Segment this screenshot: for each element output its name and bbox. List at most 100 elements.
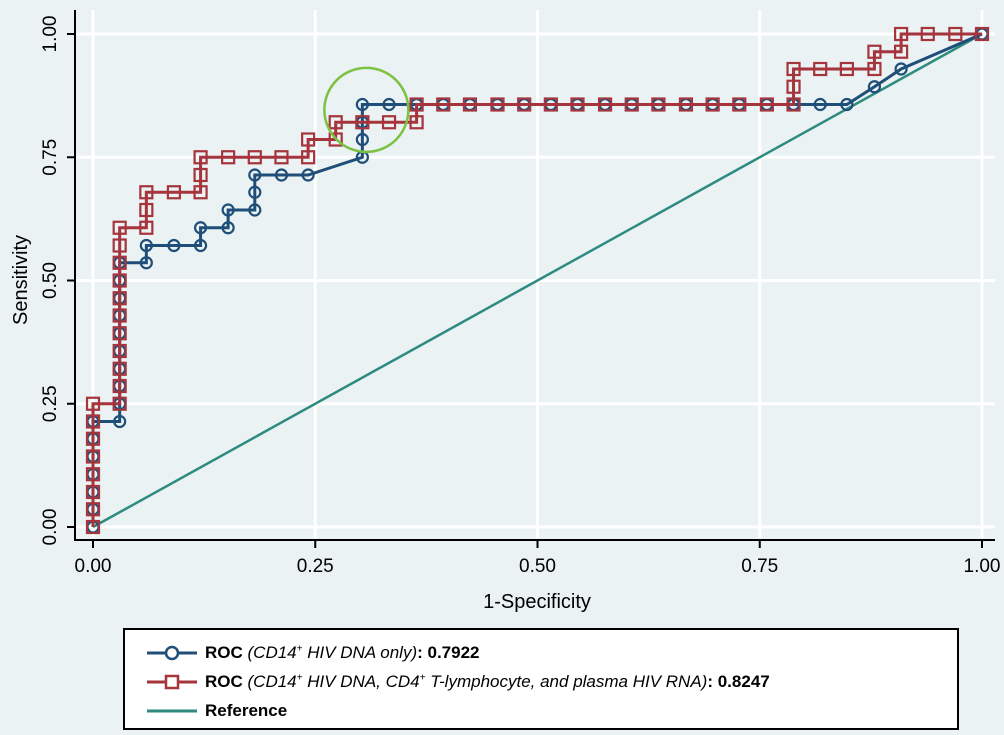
data-point-square [85,502,101,517]
data-point-circle [248,203,262,217]
data-point-square [112,396,127,411]
legend-item-reference: Reference [147,698,287,724]
legend-swatch-reference [147,709,197,713]
data-point-circle [274,168,289,182]
data-point-circle [382,97,396,112]
data-point-square [193,185,208,200]
legend-label-roc: ROC [205,643,243,662]
data-point-square [948,26,963,42]
data-point-circle [221,221,235,235]
data-point-square [85,414,101,429]
data-point-square [112,255,127,270]
data-point-square [247,150,262,165]
legend-label-desc: (CD14+ HIV DNA, CD4+ T-lymphocyte, and p… [247,672,708,691]
data-point-square [193,150,208,165]
y-tick-label: 0.00 [40,509,61,546]
data-point-circle [867,80,882,94]
legend: ROC (CD14+ HIV DNA only): 0.7922 ROC (CD… [123,628,959,730]
data-point-square [112,238,127,253]
data-point-square [517,97,532,112]
data-point-square [543,97,558,112]
plot-background [75,10,995,538]
data-point-square [597,97,613,112]
data-point-circle [813,97,827,112]
data-point-circle [167,238,181,253]
data-point-square [651,97,666,112]
legend-auc-value: : 0.7922 [417,643,480,662]
data-point-square [839,61,854,77]
data-point-square [381,115,397,130]
data-point-square [85,519,101,535]
data-point-circle [139,256,153,270]
data-point-square [867,44,882,59]
data-point-square [409,115,424,130]
data-point-square [112,308,127,323]
data-point-square [112,326,127,341]
data-point-square [462,97,478,112]
reference-series [92,32,983,529]
data-point-square [139,220,154,235]
data-point-square [166,185,181,200]
x-tick-label: 0.00 [75,556,112,577]
data-point-square [112,343,127,359]
data-point-circle [355,132,369,147]
y-tick-label: 1.00 [40,16,61,53]
data-point-square [920,26,935,42]
data-point-square [570,97,585,112]
data-point-square [274,150,289,165]
legend-item-roc-dna-only: ROC (CD14+ HIV DNA only): 0.7922 [147,640,480,666]
data-point-circle [139,238,153,253]
y-tick-label: 0.75 [40,139,61,176]
legend-label-reference: Reference [205,701,288,720]
data-point-square [193,167,208,183]
legend-swatch-roc-combined [147,674,197,690]
roc-chart: 0.00 0.25 0.50 0.75 1.00 0.00 0.25 0.50 0.75 1.00… [10,10,1000,613]
data-point-square [85,467,101,482]
data-point-square [112,378,127,394]
data-point-square [328,132,343,147]
data-point-square [112,361,127,376]
data-point-square [786,79,801,94]
data-point-square [139,185,154,200]
data-point-square [85,449,101,464]
x-tick-label: 0.25 [297,556,334,577]
legend-label-roc: ROC [205,672,243,691]
data-point-square [786,97,801,112]
data-point-square [759,97,774,112]
data-point-square [624,97,639,112]
axes: 0.00 0.25 0.50 0.75 1.00 0.00 0.25 0.50 0.75 1.00 [40,10,1000,577]
data-point-circle [248,185,262,199]
data-point-square [139,202,154,218]
data-point-square [409,97,424,112]
data-point-circle [840,97,854,112]
data-point-square [813,61,828,77]
data-point-square [490,97,505,112]
data-point-square [112,273,127,288]
x-tick-label: 0.50 [519,556,556,577]
data-point-square [894,44,909,59]
data-point-circle [894,62,908,76]
data-point-square [301,150,316,165]
data-point-square [221,150,236,165]
data-point-square [112,291,127,306]
data-point-square [894,26,909,42]
data-point-circle [355,97,369,112]
data-point-square [436,97,451,112]
data-point-square [85,484,101,500]
legend-item-roc-combined: ROC (CD14+ HIV DNA, CD4+ T-lymphocyte, a… [147,669,770,695]
data-point-square [867,61,882,77]
data-point-circle [221,203,235,217]
legend-auc-value: : 0.8247 [707,672,770,691]
y-axis-title: Sensitivity [10,235,32,325]
reference-line [92,32,983,529]
data-point-circle [113,414,127,429]
data-point-square [301,132,316,147]
data-point-square [328,115,343,130]
highlight-circle [323,66,410,154]
roc-line [91,32,982,527]
x-axis-title: 1-Specificity [483,591,591,613]
legend-swatch-roc-dna-only [147,645,197,661]
data-point-circle [193,221,208,235]
data-point-circle [301,168,315,182]
data-point-square [705,97,720,112]
